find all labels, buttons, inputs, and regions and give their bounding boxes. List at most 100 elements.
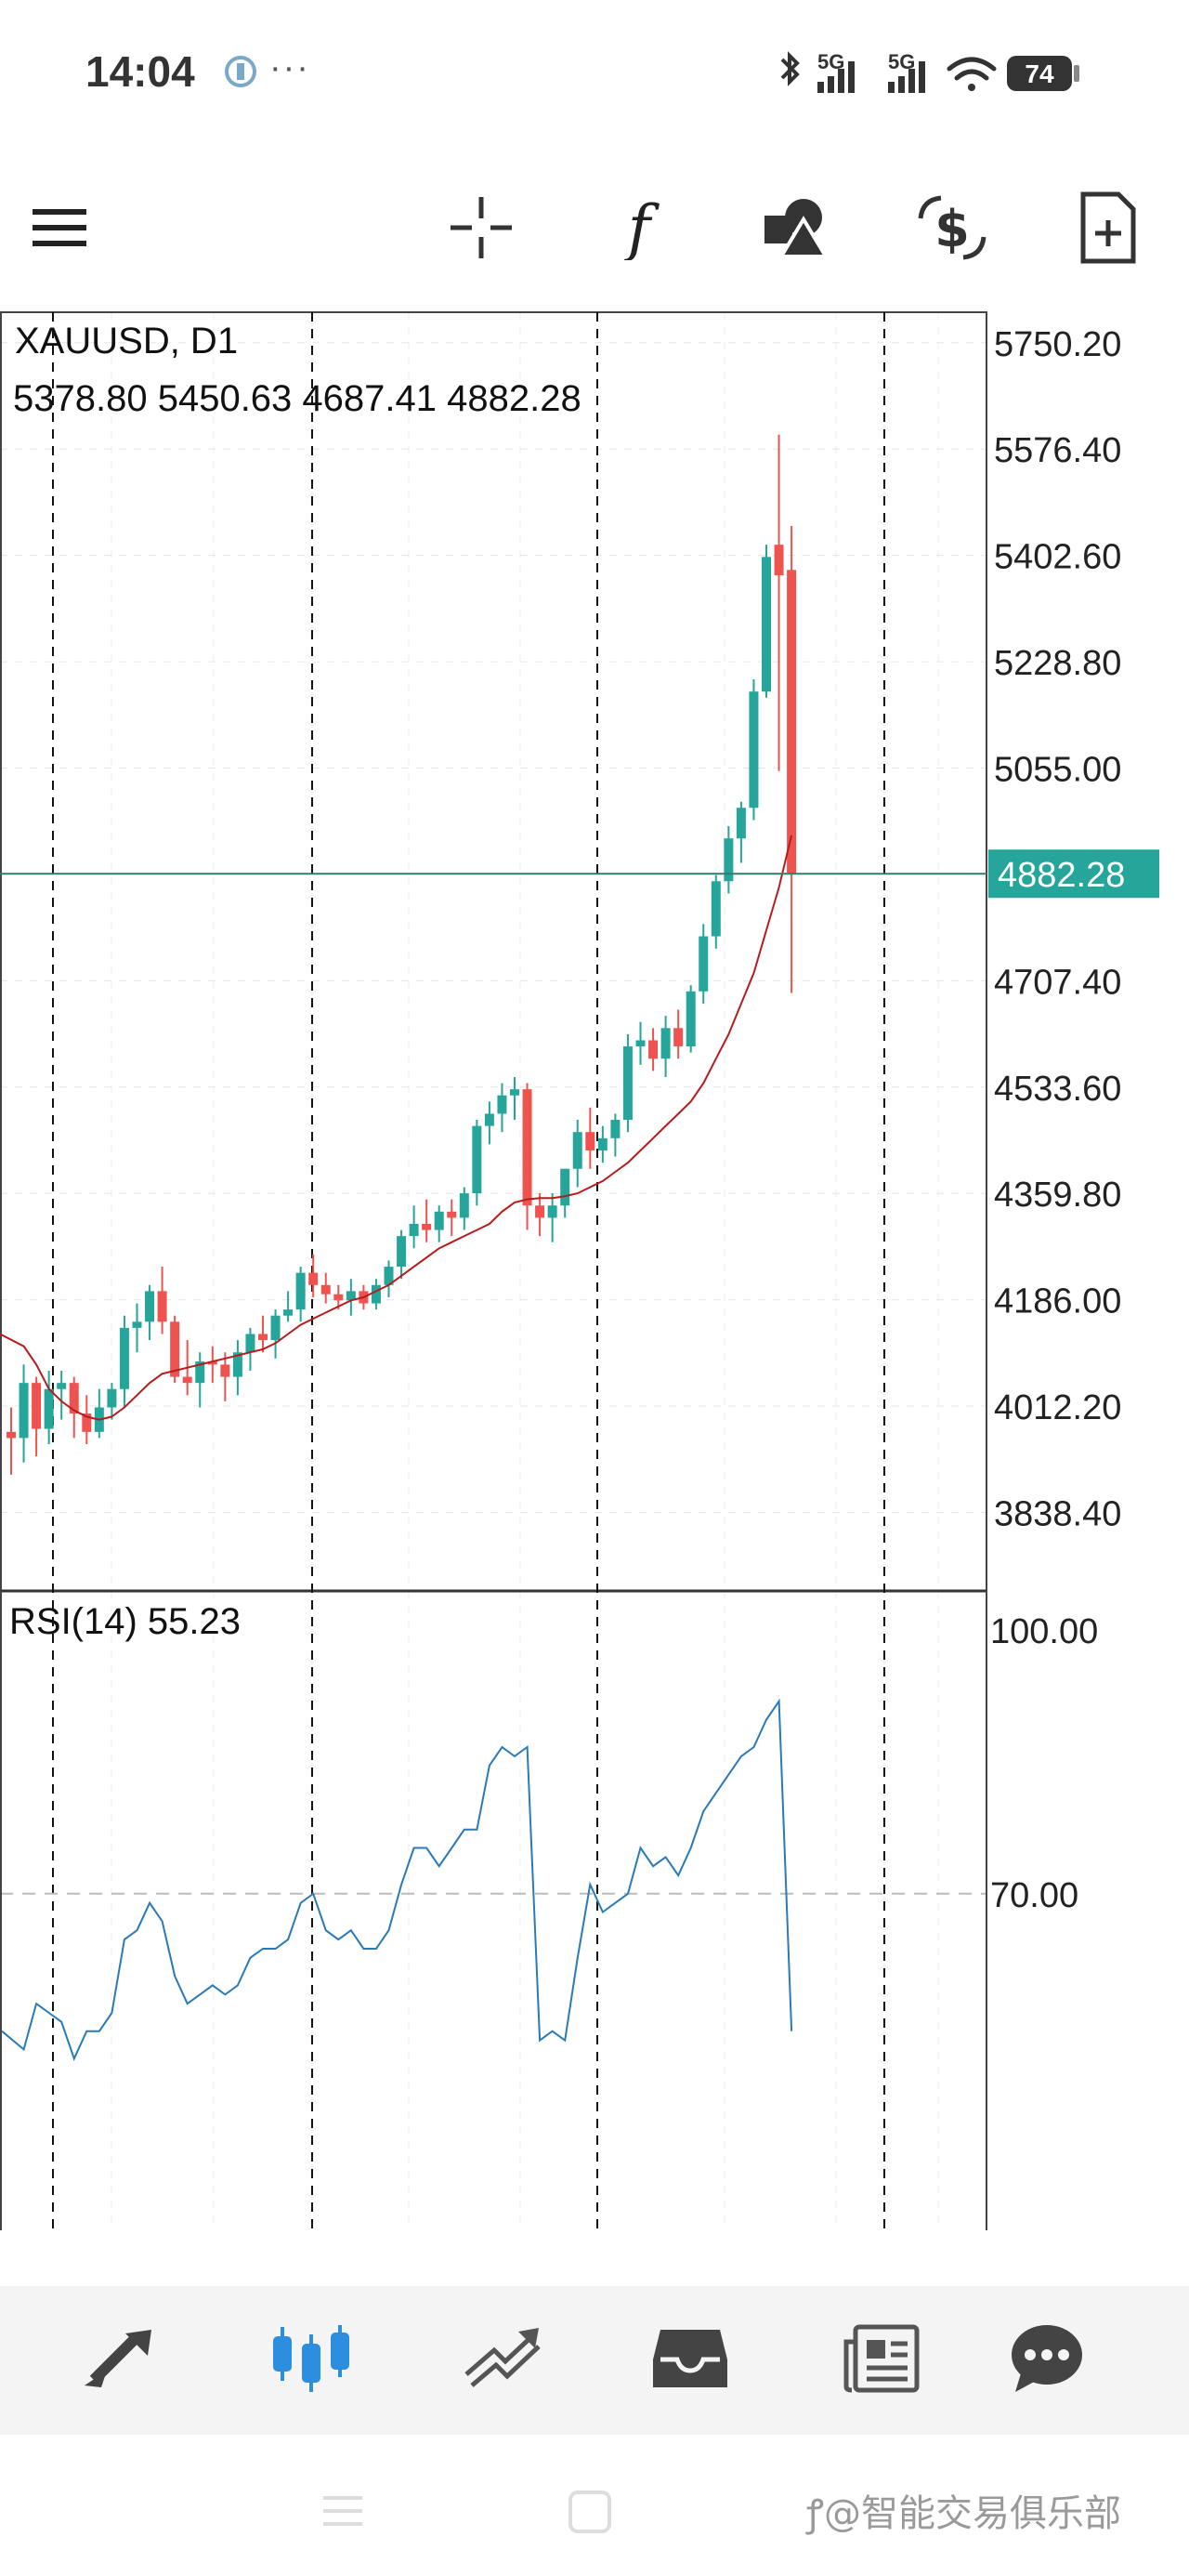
- candle-body: [409, 1223, 419, 1237]
- candle-body: [157, 1291, 167, 1322]
- candle-body: [422, 1223, 432, 1230]
- chart-area[interactable]: 5750.20 5576.40 5402.60 5228.80 5055.00 4707.…: [0, 307, 1189, 2230]
- candle-body: [397, 1236, 407, 1268]
- history-icon: [653, 2330, 727, 2387]
- candle-body: [711, 881, 721, 937]
- candle-body: [283, 1309, 294, 1316]
- candle-body: [384, 1267, 394, 1285]
- candle-body: [7, 1431, 16, 1439]
- candle-body: [787, 570, 797, 874]
- moving-average-line: [0, 835, 793, 1421]
- price-tick-label: 4012.20: [994, 1388, 1121, 1427]
- trade-icon: [464, 2328, 541, 2387]
- price-tick-label: 3838.40: [994, 1494, 1121, 1533]
- rsi-label: RSI(14) 55.23: [9, 1601, 241, 1642]
- nav-history[interactable]: [639, 2312, 741, 2405]
- battery-level: 74: [1025, 59, 1054, 88]
- candle-body: [371, 1284, 381, 1304]
- candle-body: [295, 1272, 306, 1310]
- bottom-navigation: [0, 2286, 1189, 2435]
- candle-body: [472, 1125, 482, 1194]
- candle-body: [57, 1383, 67, 1389]
- candle-body: [107, 1388, 117, 1408]
- new-order-icon: [1080, 191, 1136, 264]
- candle-body: [597, 1137, 608, 1150]
- rsi-tick-label: 70.00: [990, 1876, 1078, 1915]
- nav-chart[interactable]: [260, 2312, 362, 2405]
- candle-body: [447, 1211, 457, 1218]
- candle-body: [258, 1334, 268, 1341]
- watermark: ꝭ@智能交易俱乐部: [806, 2492, 1121, 2535]
- price-tick-label: 4707.40: [994, 963, 1121, 1002]
- candle-body: [232, 1352, 242, 1377]
- price-tick-label: 5576.40: [994, 431, 1121, 470]
- messages-icon: [1012, 2325, 1082, 2392]
- candle-body: [635, 1040, 646, 1047]
- signal-icon-2: [888, 61, 925, 93]
- signal-icon-1: [817, 61, 855, 93]
- indicators-button[interactable]: f: [597, 186, 681, 269]
- objects-button[interactable]: [752, 186, 836, 269]
- home-icon[interactable]: [567, 2489, 613, 2535]
- candle-body: [145, 1291, 155, 1322]
- objects-icon: [764, 199, 830, 258]
- price-tick-label: 5228.80: [994, 644, 1121, 683]
- price-tick-label: 5055.00: [994, 750, 1121, 789]
- candle-body: [622, 1046, 633, 1121]
- chart-toolbar: [0, 167, 1189, 288]
- candles-layer: [7, 434, 797, 1475]
- candle-body: [660, 1028, 671, 1059]
- candle-body: [673, 1028, 684, 1047]
- price-tick-label: 4359.80: [994, 1176, 1121, 1215]
- candle-body: [497, 1095, 507, 1114]
- nav-news[interactable]: [830, 2312, 933, 2405]
- chart-frame: [0, 311, 987, 1592]
- candle-body: [333, 1294, 344, 1301]
- period-separators: [52, 312, 885, 2230]
- rsi-line: [1, 1698, 793, 2061]
- candle-body: [346, 1291, 356, 1301]
- bluetooth-icon: [780, 51, 800, 86]
- candle-body: [610, 1120, 621, 1138]
- recent-apps-icon[interactable]: [320, 2491, 366, 2531]
- new-order-button[interactable]: [1066, 186, 1150, 269]
- current-price-label: 4882.28: [998, 856, 1125, 895]
- price-tick-label: 5750.20: [994, 325, 1121, 364]
- rsi-grid: [0, 1591, 987, 2230]
- price-grid: [0, 312, 986, 2230]
- nav-quotes[interactable]: [67, 2312, 169, 2405]
- candle-body: [119, 1327, 129, 1389]
- app-notification-icon: [225, 56, 256, 87]
- nav-messages[interactable]: [996, 2312, 1098, 2405]
- candle-body: [484, 1113, 494, 1126]
- menu-button[interactable]: [19, 186, 102, 269]
- symbol-label: XAUUSD, D1: [15, 321, 238, 361]
- wifi-icon: [947, 57, 997, 91]
- candle-body: [19, 1383, 29, 1439]
- candle-body: [182, 1376, 192, 1384]
- price-tick-label: 4533.60: [994, 1070, 1121, 1109]
- candle-body: [69, 1383, 79, 1414]
- candle-body: [170, 1321, 180, 1377]
- price-tick-label: 4186.00: [994, 1282, 1121, 1321]
- ohlc-values: 5378.80 5450.63 4687.41 4882.28: [13, 378, 581, 419]
- candle-body: [510, 1089, 519, 1096]
- trade-button[interactable]: $: [910, 186, 994, 269]
- indicators-icon: f: [623, 195, 660, 260]
- price-axis: 5750.20 5576.40 5402.60 5228.80 5055.00 4707.…: [994, 325, 1121, 1534]
- candle-body: [762, 557, 771, 692]
- candle-body: [572, 1132, 582, 1169]
- menu-icon: [33, 209, 86, 246]
- price-tick-label: 5402.60: [994, 538, 1121, 577]
- candle-body: [132, 1321, 142, 1328]
- chart-icon: [273, 2325, 349, 2392]
- battery-icon: 74: [1007, 56, 1079, 91]
- current-price-tag: 4882.28: [988, 849, 1159, 899]
- candle-body: [774, 545, 784, 576]
- status-more-dots: ···: [269, 48, 310, 87]
- crosshair-button[interactable]: [439, 186, 523, 269]
- candle-body: [736, 808, 746, 839]
- svg-text:$: $: [934, 200, 970, 258]
- nav-trade[interactable]: [451, 2312, 554, 2405]
